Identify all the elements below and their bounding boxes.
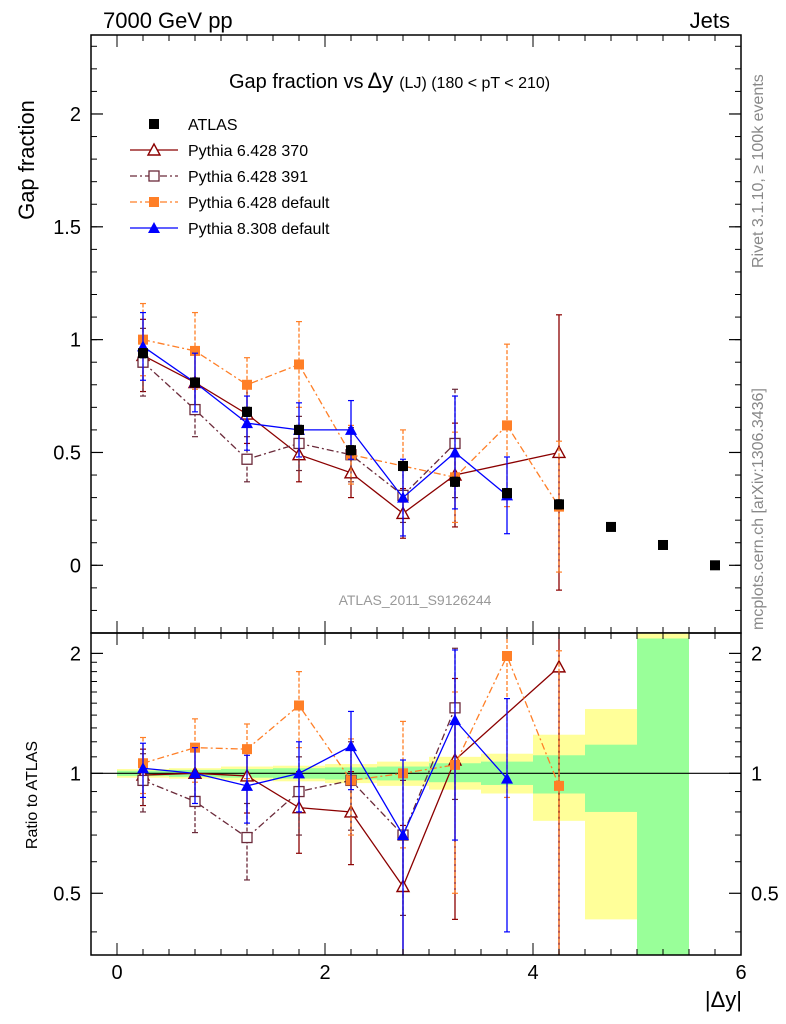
- ratio-point: [554, 780, 564, 791]
- main-point: [502, 488, 512, 499]
- ratio-point: [241, 831, 253, 844]
- ratio-series: [137, 649, 513, 955]
- main-point: [551, 445, 567, 459]
- main-point: [345, 423, 357, 435]
- main-point: [294, 424, 304, 435]
- ratio-xtick-label: 0: [111, 962, 122, 984]
- legend-label: Pythia 6.428 391: [188, 169, 308, 186]
- main-point: [449, 446, 461, 458]
- legend-marker: [146, 142, 162, 156]
- ratio-point: [345, 740, 357, 752]
- main-ytick-label: 0: [70, 555, 81, 577]
- watermark-label: ATLAS_2011_S9126244: [339, 592, 492, 608]
- title-main: Gap fraction vs: [229, 71, 364, 93]
- main-ylabel: Gap fraction: [14, 100, 39, 220]
- title-delta: Δy: [368, 68, 394, 93]
- main-point: [190, 377, 200, 388]
- ratio-ylabel: Ratio to ATLAS: [24, 741, 41, 849]
- ratio-ytick-label: 1: [70, 763, 81, 785]
- ratio-line: [142, 718, 508, 837]
- ratio-ytick-label-right: 1: [751, 763, 762, 785]
- ratio-ytick-label: 0.5: [53, 883, 81, 905]
- legend-label: ATLAS: [188, 117, 238, 134]
- ratio-xtick-label: 4: [527, 962, 538, 984]
- legend-marker: [149, 197, 159, 207]
- main-point: [241, 453, 253, 465]
- legend-marker: [148, 170, 160, 182]
- main-point: [658, 539, 668, 550]
- main-series: [138, 348, 720, 571]
- ratio-point: [397, 829, 409, 841]
- ratio-point: [189, 767, 201, 779]
- header-energy-label: 7000 GeV pp: [103, 8, 233, 33]
- main-point: [398, 461, 408, 472]
- legend-item: ATLAS: [149, 117, 238, 134]
- ratio-xtick-label: 2: [319, 962, 330, 984]
- uncertainty-band-green: [637, 638, 689, 955]
- main-point: [242, 406, 252, 417]
- ratio-point: [293, 767, 305, 779]
- main-point: [450, 476, 460, 487]
- ratio-xlabel: |Δy|: [705, 987, 742, 1012]
- legend-item: Pythia 6.428 default: [130, 195, 330, 212]
- ratio-point: [241, 779, 253, 791]
- ratio-point: [502, 650, 512, 661]
- main-point: [710, 560, 720, 571]
- main-point: [606, 521, 616, 532]
- main-point: [242, 379, 252, 390]
- legend-marker: [149, 119, 159, 129]
- main-ytick-label: 0.5: [53, 442, 81, 464]
- legend-item: Pythia 6.428 391: [130, 169, 308, 186]
- main-point: [138, 348, 148, 359]
- ratio-panel: Ratio to ATLAS |Δy| 0.5 0.5 1 1 2 2 0 2 4 6: [24, 632, 779, 1012]
- legend-label: Pythia 6.428 370: [188, 143, 308, 160]
- legend-item: Pythia 8.308 default: [130, 221, 330, 238]
- ratio-point: [501, 772, 513, 784]
- main-point: [502, 420, 512, 431]
- main-point: [294, 359, 304, 370]
- title-rest: (LJ) (180 < pT < 210): [399, 75, 550, 92]
- main-point: [346, 445, 356, 456]
- ratio-frame: [90, 632, 742, 956]
- chart-title: Gap fraction vs Δy (LJ) (180 < pT < 210): [229, 68, 550, 93]
- ratio-line: [142, 666, 560, 888]
- ratio-ytick-label-right: 2: [751, 643, 762, 665]
- ratio-ytick-label-right: 0.5: [751, 883, 779, 905]
- main-ytick-label: 1.5: [53, 217, 81, 239]
- legend-marker: [148, 222, 160, 233]
- rivet-version-label: Rivet 3.1.10, ≥ 100k events: [750, 74, 767, 268]
- uncertainty-band-yellow: [585, 709, 637, 920]
- main-point: [397, 491, 409, 503]
- legend-item: Pythia 6.428 370: [130, 142, 308, 160]
- ratio-ytick-label: 2: [70, 643, 81, 665]
- ratio-xtick-label: 6: [735, 962, 746, 984]
- main-point: [190, 345, 200, 356]
- legend-label: Pythia 8.308 default: [188, 221, 330, 238]
- main-ytick-label: 1: [70, 330, 81, 352]
- legend: ATLAS Pythia 6.428 370 Pythia 6.428 391 Pyt…: [130, 117, 330, 238]
- uncertainty-band-green: [585, 744, 637, 812]
- main-series: [137, 311, 513, 537]
- ratio-point: [449, 714, 461, 726]
- header-process-label: Jets: [690, 8, 730, 33]
- main-line: [142, 354, 560, 515]
- ratio-point: [242, 744, 252, 755]
- main-panel: Gap fraction ATLAS_2011_S9126244 Gap fra…: [14, 34, 742, 634]
- ratio-series: [138, 633, 564, 955]
- ratio-point: [294, 700, 304, 711]
- main-point: [554, 499, 564, 510]
- ratio-point: [137, 762, 149, 774]
- main-point: [241, 417, 253, 429]
- main-ytick-label: 2: [70, 104, 81, 126]
- main-line: [142, 345, 508, 499]
- mcplots-label: mcplots.cern.ch [arXiv:1306.3436]: [750, 388, 767, 630]
- legend-label: Pythia 6.428 default: [188, 195, 330, 212]
